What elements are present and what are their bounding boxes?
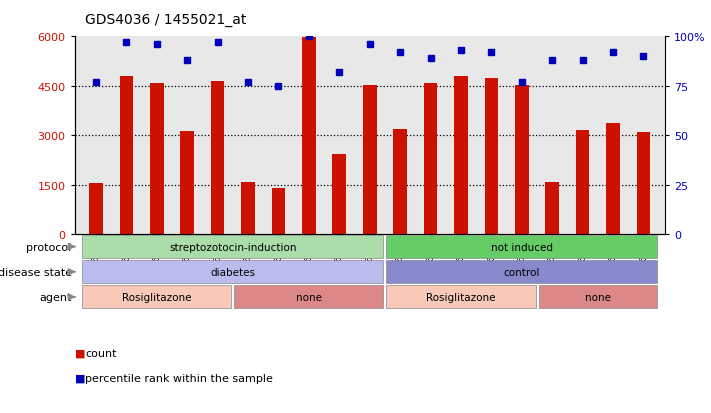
Bar: [606, 123, 620, 235]
Text: agent: agent: [39, 292, 72, 302]
Bar: [387, 261, 657, 284]
Bar: [150, 84, 164, 235]
Text: ■: ■: [75, 373, 85, 383]
Text: protocol: protocol: [26, 242, 72, 252]
Text: none: none: [585, 292, 611, 302]
Bar: [89, 183, 103, 235]
Bar: [82, 286, 231, 309]
Bar: [272, 189, 285, 235]
Bar: [119, 77, 133, 235]
Bar: [363, 86, 377, 235]
Bar: [485, 79, 498, 235]
Bar: [515, 86, 529, 235]
Text: percentile rank within the sample: percentile rank within the sample: [85, 373, 273, 383]
Bar: [636, 133, 651, 235]
Bar: [241, 183, 255, 235]
Bar: [538, 286, 657, 309]
Bar: [387, 235, 657, 259]
Bar: [302, 38, 316, 235]
Bar: [393, 129, 407, 235]
Text: GDS4036 / 1455021_at: GDS4036 / 1455021_at: [85, 13, 247, 27]
Text: none: none: [296, 292, 322, 302]
Text: disease state: disease state: [0, 267, 72, 277]
Text: count: count: [85, 348, 117, 358]
Text: Rosiglitazone: Rosiglitazone: [122, 292, 191, 302]
Bar: [210, 82, 225, 235]
Text: ■: ■: [75, 348, 85, 358]
Bar: [181, 131, 194, 235]
Text: not induced: not induced: [491, 242, 553, 252]
Bar: [235, 286, 383, 309]
Bar: [82, 261, 383, 284]
Text: Rosiglitazone: Rosiglitazone: [426, 292, 496, 302]
Bar: [82, 235, 383, 259]
Text: streptozotocin-induction: streptozotocin-induction: [169, 242, 296, 252]
Bar: [424, 84, 437, 235]
Bar: [333, 155, 346, 235]
Bar: [454, 77, 468, 235]
Text: control: control: [503, 267, 540, 277]
Bar: [387, 286, 535, 309]
Text: diabetes: diabetes: [210, 267, 255, 277]
Bar: [545, 183, 559, 235]
Bar: [576, 131, 589, 235]
